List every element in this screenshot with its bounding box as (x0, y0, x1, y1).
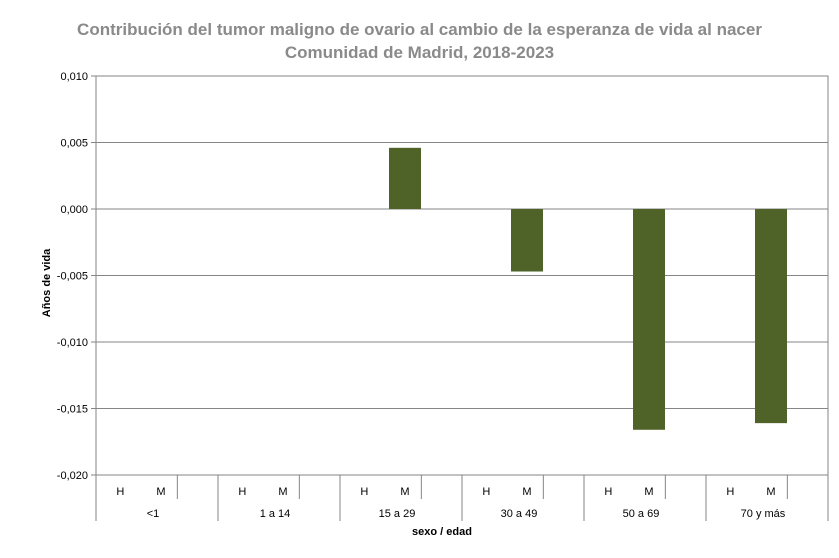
y-axis-ticks: 0,010 0,005 0,000 -0,005 -0,010 -0,015 -0,020 (57, 71, 88, 482)
x-group-label: 30 a 49 (501, 508, 538, 520)
x-axis-label: sexo / edad (412, 526, 472, 538)
y-tick-label: -0,005 (57, 271, 88, 283)
x-subcategory-label: M (156, 486, 165, 498)
y-tick-label: 0,000 (60, 204, 88, 216)
x-subcategory-label: H (360, 486, 368, 498)
x-group-label: 1 a 14 (260, 508, 291, 520)
x-subcategory-label: M (644, 486, 653, 498)
y-tick-label: -0,015 (57, 404, 88, 416)
x-subcategory-label: M (278, 486, 287, 498)
y-axis-label: Años de vida (41, 248, 53, 317)
bar (755, 209, 787, 424)
y-tick-label: -0,010 (57, 337, 88, 349)
y-tick-label: 0,010 (60, 71, 88, 83)
x-subcategory-label: H (116, 486, 124, 498)
y-tick-label: 0,005 (60, 138, 88, 150)
x-group-label: <1 (147, 508, 160, 520)
x-subcategory-label: H (604, 486, 612, 498)
gridlines (91, 75, 829, 476)
x-subcategory-label: M (522, 486, 531, 498)
bar (511, 209, 543, 272)
bar (633, 209, 665, 430)
x-subcategory-label: M (400, 486, 409, 498)
x-subcategory-label: H (482, 486, 490, 498)
bars (389, 147, 787, 430)
x-group-label: 70 y más (741, 508, 786, 520)
x-subcategory-label: M (766, 486, 775, 498)
x-group-label: 50 a 69 (623, 508, 660, 520)
x-axis: H M <1 H M 1 a 14 H M 15 a 29 H M 30 a 49 H M 50 a 69 H… (95, 475, 829, 521)
bar (389, 147, 421, 209)
x-group-label: 15 a 29 (379, 508, 416, 520)
x-subcategory-label: H (238, 486, 246, 498)
chart-subtitle: Comunidad de Madrid, 2018-2023 (284, 43, 555, 62)
x-subcategory-label: H (726, 486, 734, 498)
chart-title: Contribución del tumor maligno de ovario… (77, 20, 762, 39)
y-tick-label: -0,020 (57, 470, 88, 482)
